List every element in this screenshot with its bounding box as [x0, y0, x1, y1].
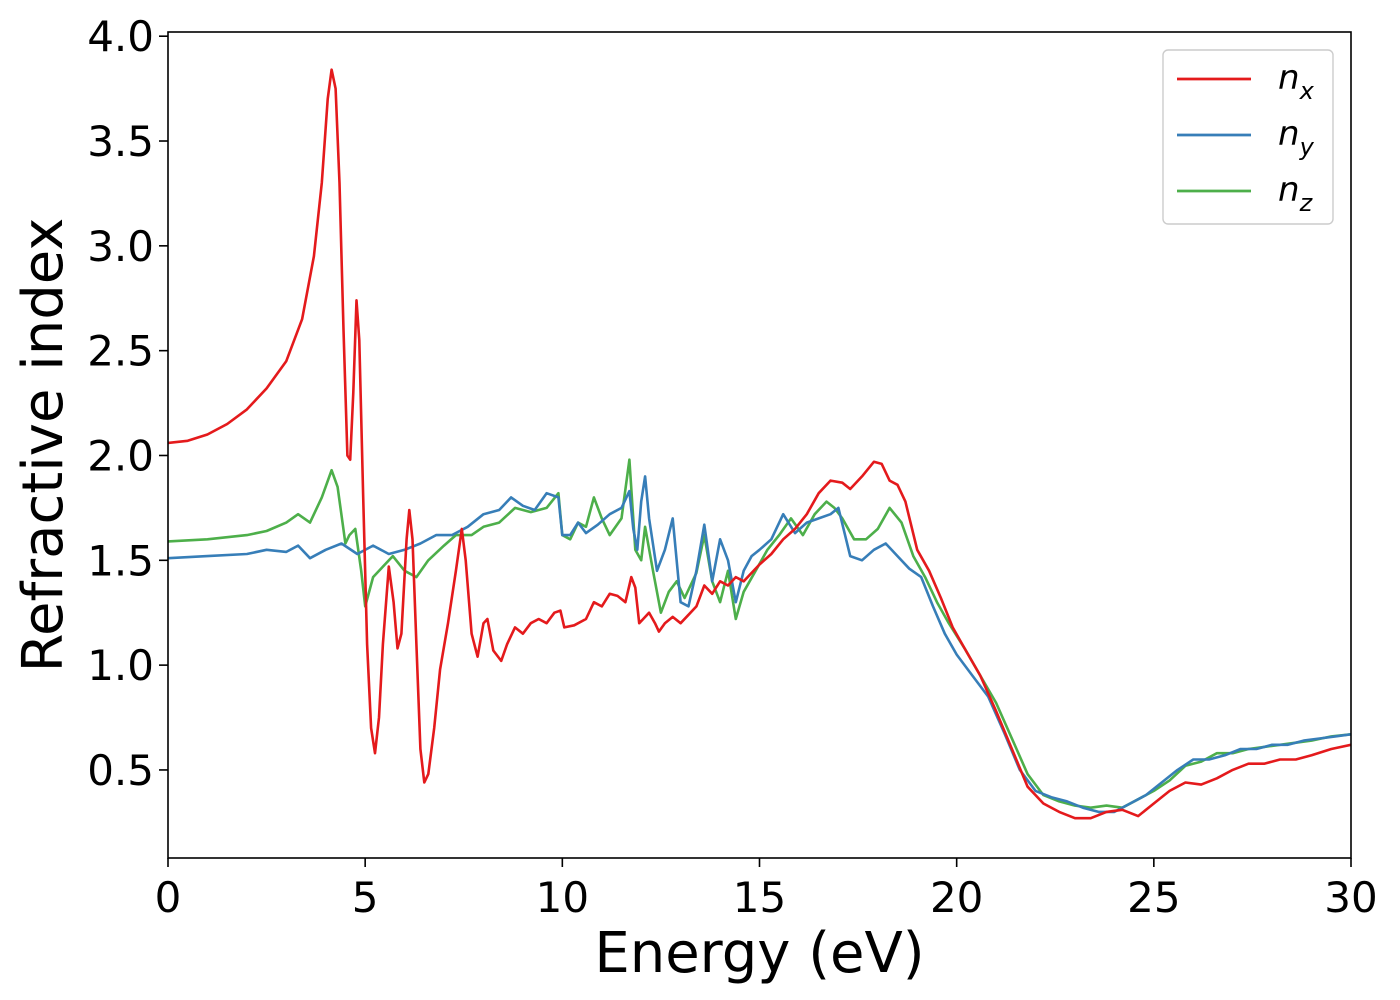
- x-tick-label: 5: [352, 873, 379, 922]
- y-tick-label: 0.5: [87, 746, 154, 795]
- y-tick-label: 3.0: [87, 222, 154, 271]
- y-tick-label: 4.0: [87, 12, 154, 61]
- y-tick-label: 3.5: [87, 117, 154, 166]
- y-tick-label: 1.5: [87, 536, 154, 585]
- series-line-n-x: [168, 68, 1351, 820]
- x-tick-label: 15: [733, 873, 786, 922]
- y-tick-label: 2.5: [87, 327, 154, 376]
- x-axis-ticks: 0 5 10 15 20 25 30: [155, 858, 1378, 922]
- legend-label: nz: [1278, 170, 1314, 217]
- y-axis-title: Refractive index: [11, 218, 76, 673]
- x-tick-label: 25: [1127, 873, 1180, 922]
- legend-label: ny: [1278, 114, 1315, 161]
- y-tick-label: 2.0: [87, 431, 154, 480]
- x-tick-label: 0: [155, 873, 182, 922]
- y-tick-label: 1.0: [87, 641, 154, 690]
- x-axis-title: Energy (eV): [594, 921, 924, 986]
- legend-label: nx: [1278, 58, 1315, 105]
- x-tick-label: 10: [536, 873, 589, 922]
- series-line-n-z: [168, 458, 1351, 809]
- y-axis-ticks: 0.5 1.0 1.5 2.0 2.5 3.0 3.5 4.0: [87, 12, 168, 795]
- series-layer: [168, 68, 1351, 820]
- x-tick-label: 30: [1324, 873, 1377, 922]
- legend-box: [1162, 49, 1334, 225]
- x-tick-label: 20: [930, 873, 983, 922]
- legend: nx ny nz: [1162, 49, 1334, 225]
